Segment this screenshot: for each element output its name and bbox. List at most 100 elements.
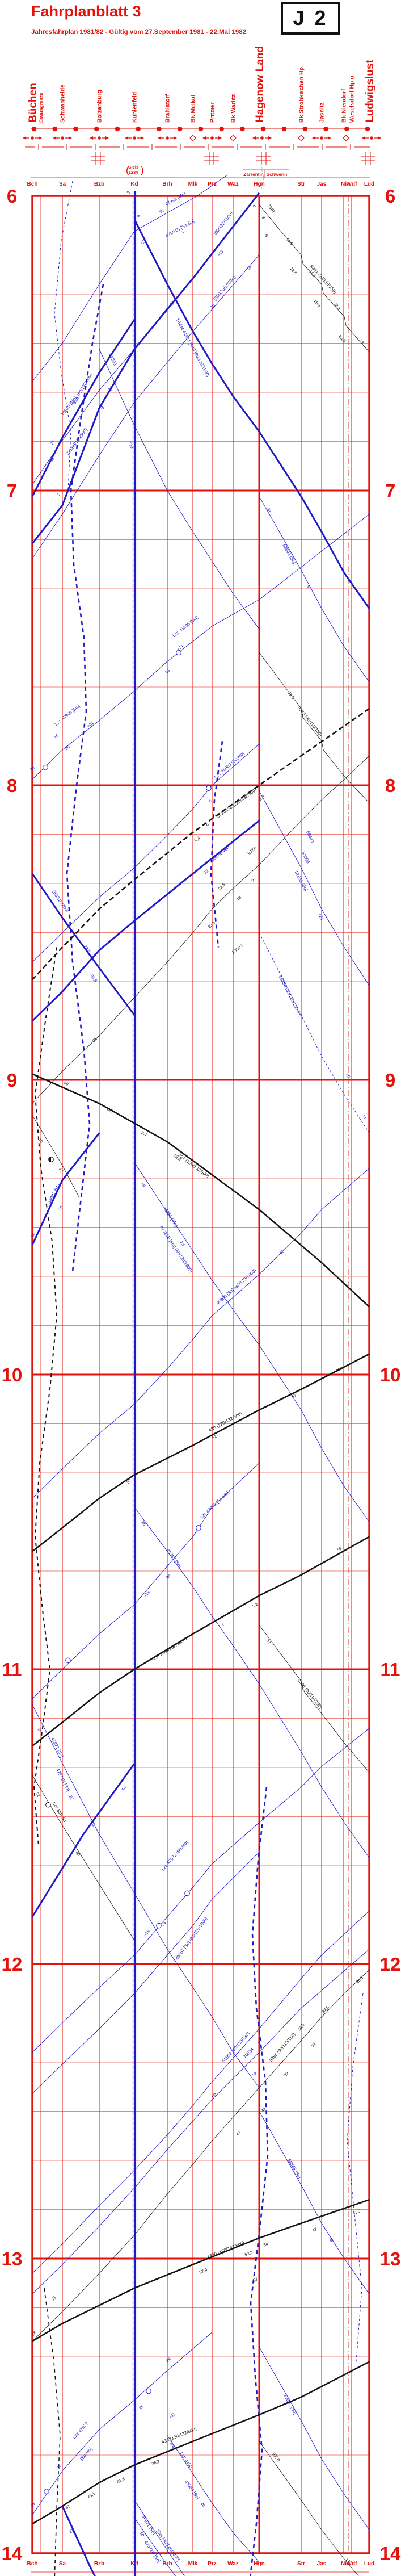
minute-mark: 13 [235, 895, 242, 902]
station-name: Ludwigslust [364, 60, 376, 123]
minute-mark: 58 [336, 1546, 342, 1553]
train-label: 9361 (90/110/150) [309, 264, 337, 295]
stop-circle-marker [45, 1802, 51, 1808]
train-label: 45357 [So] (80/120/1800) [174, 1916, 209, 1961]
train-path: Sr 20338 (120/132/500) 2,868,3 [32, 707, 370, 981]
minute-mark: 52,8 [244, 2250, 254, 2257]
km-dot-icon [344, 126, 349, 132]
station-name: Pritzier [209, 102, 216, 123]
train-path: 53807 [So] [259, 2347, 370, 2530]
km-dot-icon [177, 126, 183, 132]
minute-mark: 17 [58, 1167, 65, 1174]
km-dot-icon [157, 126, 162, 132]
minute-mark: 22 [68, 1795, 75, 1801]
train-label: 9368 (90/110/150) [268, 2032, 297, 2063]
train-label: Lzz 45995 [Mo] [171, 615, 199, 638]
minute-mark: 39 [265, 1638, 272, 1645]
branch-label-right: Schwerin [267, 172, 287, 177]
station-name: Bk Strohkirchen Hp [298, 67, 305, 123]
minute-mark: 28 [246, 265, 252, 271]
minute-mark: 26 [29, 765, 36, 772]
station-name: Bk Melkof [190, 94, 197, 123]
train-path: 436 (120/132/500)38,241,645,151 [32, 2361, 370, 2525]
track-layout-icon [91, 152, 105, 165]
minute-mark: +29 [142, 1590, 151, 1598]
train-label: 9365 (90/110/150) [297, 1678, 324, 1710]
train-path: Lzz 47972 [So,Mo] 24 +29 [32, 1728, 370, 2053]
track-layout-icon [256, 152, 271, 165]
minute-mark: 26,5 [355, 1975, 365, 1984]
crossing-arrows-icon [53, 136, 72, 140]
stop-circle-marker [184, 1890, 190, 1896]
train-label: 337 (120/132/500) [177, 1153, 210, 1179]
minute-mark: 10 [139, 238, 146, 245]
track-layout-icon [204, 152, 219, 165]
station-name: Büchen [27, 83, 39, 123]
minute-mark: 3 [261, 215, 267, 220]
minute-mark: 18 [53, 733, 60, 740]
train-label: 44982 Bza [47, 1182, 61, 1204]
hour-label-right: 13 [380, 2248, 401, 2269]
minute-mark: 22 [35, 1791, 41, 1798]
station-abbr-top: Bch [27, 181, 38, 187]
train-label: Lzz 47972 [So,Mo] [161, 1840, 189, 1871]
minute-mark: 57 [126, 1478, 133, 1485]
train-path: 58845 [So] 49 [259, 2111, 370, 2294]
minute-mark: 26 [138, 2403, 145, 2410]
station-abbr-top: Brh [162, 181, 172, 187]
station-abbr-rows: Bch Bch Sa Sa Bzb Bzb Kd Kd Brh Brh Mlk Mlk Prz Prz Wa… [27, 181, 375, 2567]
km-dot-icon [136, 126, 141, 132]
minute-mark: 3,2 [251, 1602, 259, 1609]
minute-mark: +21 [317, 912, 325, 921]
minute-mark: 57,9 [199, 2267, 208, 2275]
station-abbr-top: Prz [208, 181, 217, 187]
train-label: 45356 [Sa] (80/120/1800) [215, 1268, 257, 1306]
km-dot-icon [365, 126, 370, 132]
hour-label-right: 14 [380, 2543, 401, 2564]
hour-label-left: 7 [7, 480, 17, 501]
train-path: 9365 (90/110/150) 39 [259, 1624, 370, 1773]
page-subtitle: Jahresfahrplan 1981/82 - Gültig vom 27.S… [31, 29, 247, 36]
station-abbr-bottom: Prz [208, 2561, 217, 2567]
station-abbr-bottom: Mlk [188, 2561, 198, 2567]
hour-label-right: 12 [380, 1954, 401, 1975]
train-path: Bza (80/120/600)26 [31, 319, 136, 497]
minute-mark: 45,1 [86, 2491, 96, 2499]
minute-mark: 24 [361, 1113, 368, 1120]
minute-mark: +29 [142, 1929, 151, 1937]
station-abbr-bottom: Sa [59, 2561, 66, 2567]
train-path: 20338B verk.12 [31, 820, 260, 1022]
km-dot-icon [198, 126, 204, 132]
train-path: 337 (120/132/500)595,69,412,9 [32, 1073, 370, 1308]
diamond-icon [230, 135, 237, 141]
stop-circle-marker [206, 785, 212, 791]
diamond-icon [189, 135, 196, 141]
minute-mark: 22,5 [332, 301, 341, 311]
minute-mark: 24 [90, 1821, 96, 1828]
minute-mark: 10 [37, 1137, 44, 1144]
station-abbr-top: Hgn [254, 181, 264, 187]
minute-mark: 32 [251, 2071, 258, 2077]
train-label: (80/132/1800) [213, 211, 234, 236]
minute-mark: 16,5 [313, 299, 322, 308]
crossing-arrows-icon [202, 136, 222, 140]
dashed-wander-path [54, 181, 73, 491]
station-name: Bk Warlitz [230, 94, 237, 123]
station-abbr-bottom: Ni [341, 2561, 347, 2567]
minute-mark: 8,3 [193, 835, 201, 843]
train-path: Lzz 47977 [So,Mo] 29 +31 26 35 43 [29, 2332, 213, 2515]
hour-label-right: 10 [380, 1364, 401, 1385]
minute-mark: 34 [310, 2041, 317, 2048]
crossing-arrows-icon [90, 136, 109, 140]
minute-mark: 6 [205, 822, 210, 827]
station-abbr-bottom: Jas [317, 2561, 327, 2567]
minute-mark: 26 [141, 1520, 147, 1527]
train-path: 10 17 [32, 1115, 80, 1198]
km-dot-icon [281, 126, 287, 132]
train-label: 7361 [266, 203, 277, 215]
